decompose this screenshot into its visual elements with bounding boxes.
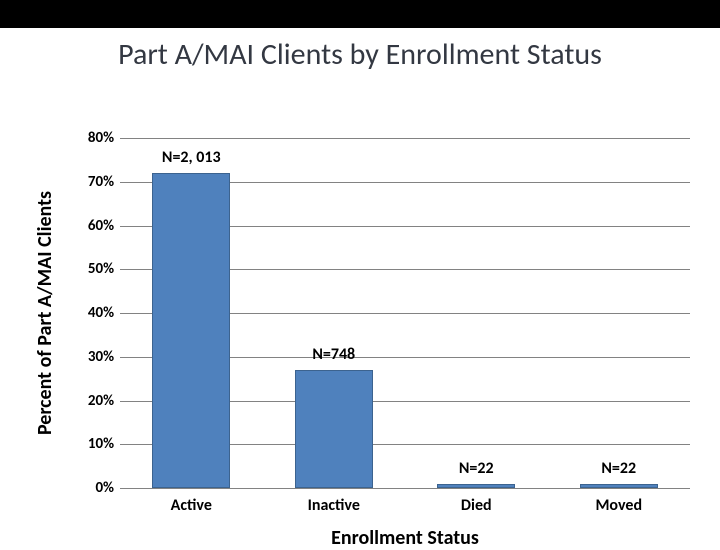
x-tick-label: Active (171, 496, 212, 515)
y-tick-label: 30% (88, 348, 120, 366)
gridline (120, 138, 690, 139)
bar (295, 370, 373, 488)
y-axis-label: Percent of Part A/MAI Clients (33, 163, 57, 463)
y-tick-label: 50% (88, 260, 120, 278)
top-bar (0, 0, 720, 28)
y-tick-label: 80% (88, 129, 120, 147)
bar (152, 173, 230, 488)
x-tick-label: Inactive (308, 496, 360, 515)
bar-value-label: N=2, 013 (162, 148, 221, 167)
plot-region: 0%10%20%30%40%50%60%70%80%N=2, 013N=748N… (120, 138, 690, 488)
bar (437, 484, 515, 488)
y-tick-label: 20% (88, 392, 120, 410)
y-tick-label: 40% (88, 304, 120, 322)
y-tick-label: 60% (88, 217, 120, 235)
x-axis-label: Enrollment Status (331, 526, 479, 550)
gridline (120, 488, 690, 489)
x-tick-label: Moved (595, 496, 642, 515)
y-tick-label: 0% (95, 479, 120, 497)
x-tick-label: Died (461, 496, 492, 515)
bar-value-label: N=748 (312, 345, 355, 364)
chart-title: Part A/MAI Clients by Enrollment Status (0, 36, 720, 73)
bar-value-label: N=22 (459, 459, 494, 478)
bar (580, 484, 658, 488)
bar-value-label: N=22 (601, 459, 636, 478)
y-tick-label: 10% (88, 435, 120, 453)
y-tick-label: 70% (88, 173, 120, 191)
